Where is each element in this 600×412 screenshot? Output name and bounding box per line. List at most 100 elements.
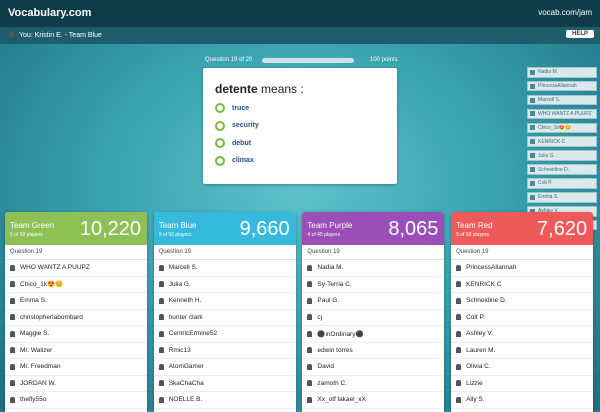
team-member: Ally S. <box>451 392 593 409</box>
player-name: Nadia M. <box>538 69 558 75</box>
answer-option[interactable]: security <box>215 121 259 131</box>
member-icon <box>307 364 312 370</box>
team-member: dj <box>154 409 296 412</box>
team-member: cj <box>302 310 444 327</box>
member-name: Schneidine D. <box>466 297 506 304</box>
answer-text: security <box>232 122 259 129</box>
logo[interactable]: Vocabulary.com <box>8 7 91 19</box>
member-name: Nadia M. <box>317 264 343 271</box>
member-name: zamoth C. <box>317 380 347 387</box>
member-name: christopherlabombard <box>20 314 83 321</box>
member-icon <box>456 364 461 370</box>
team-member: Colt P. <box>451 310 593 327</box>
member-icon <box>10 364 15 370</box>
team-score: 10,220 <box>80 218 141 241</box>
team-score: 9,660 <box>240 218 290 241</box>
team-member: KENRICK C <box>451 277 593 294</box>
sidebar-player: PrincessAllannah <box>527 81 597 92</box>
member-icon <box>307 347 312 353</box>
member-icon <box>10 298 15 304</box>
question: detente means : <box>215 82 304 96</box>
player-name: Marcell S. <box>538 97 560 103</box>
player-name: KENRICK C. <box>538 139 567 145</box>
player-icon <box>530 167 535 172</box>
sidebar-player: WHO WANTZ A PUUPZ <box>527 109 597 120</box>
team-question: Question 19 <box>451 245 593 260</box>
team-name: Team Blue <box>159 221 197 230</box>
member-icon <box>307 397 312 403</box>
team-member: Olivia C. <box>451 359 593 376</box>
team-member: christopherlabombard <box>5 310 147 327</box>
member-name: AtomGamer <box>169 363 204 370</box>
team-member: JORDAN W. <box>5 376 147 393</box>
member-icon <box>159 265 164 271</box>
member-icon <box>307 331 312 337</box>
player-icon <box>530 181 535 186</box>
team-member: Julia G. <box>154 277 296 294</box>
team-member: David <box>302 359 444 376</box>
question-word: detente <box>215 82 258 96</box>
member-name: KENRICK C <box>466 281 501 288</box>
player-icon <box>530 111 535 116</box>
answer-option[interactable]: debut <box>215 138 251 148</box>
member-name: Sy-Terria C. <box>317 281 351 288</box>
answer-text: debut <box>232 140 251 147</box>
member-name: Rmic13 <box>169 347 191 354</box>
member-icon <box>10 380 15 386</box>
member-name: Lizzie <box>466 380 483 387</box>
user-bar: You: Kristin E. - Team Blue HELP <box>0 27 600 44</box>
member-icon <box>159 397 164 403</box>
member-name: Colt P. <box>466 314 485 321</box>
jam-url: vocab.com/jam <box>538 8 592 17</box>
member-name: Mr. Freedman <box>20 363 60 370</box>
player-icon <box>530 84 535 89</box>
answer-text: truce <box>232 105 249 112</box>
user-label: You: Kristin E. - Team Blue <box>9 31 102 39</box>
member-icon <box>456 298 461 304</box>
team-member: Marcell S. <box>154 260 296 277</box>
progress-bar <box>262 58 354 63</box>
member-icon <box>10 397 15 403</box>
help-button[interactable]: HELP <box>566 30 594 38</box>
player-name: Colt P. <box>538 180 552 186</box>
member-icon <box>307 314 312 320</box>
answer-option[interactable]: truce <box>215 103 249 113</box>
team-question: Question 19 <box>154 245 296 260</box>
team-member: thefly55o <box>5 392 147 409</box>
member-icon <box>456 265 461 271</box>
team-score: 7,620 <box>537 218 587 241</box>
member-name: SkaChaCha <box>169 380 204 387</box>
team-players: 4 of 49 players <box>307 232 340 238</box>
member-icon <box>10 314 15 320</box>
member-name: Mr. Walizer <box>20 347 52 354</box>
radio <box>215 121 225 131</box>
answer-option[interactable]: climax <box>215 156 254 166</box>
radio <box>215 156 225 166</box>
team-member: Rmic13 <box>154 343 296 360</box>
team-member: Paul G. <box>302 293 444 310</box>
member-icon <box>456 347 461 353</box>
player-name: Julia G. <box>538 153 555 159</box>
player-name: WHO WANTZ A PUUPZ <box>538 111 592 117</box>
member-icon <box>307 380 312 386</box>
member-name: Xx_otf lakael_xX <box>317 396 365 403</box>
member-name: Paul G. <box>317 297 339 304</box>
member-icon <box>159 298 164 304</box>
team-member: Keiry L. <box>5 409 147 412</box>
team-score: 8,065 <box>388 218 438 241</box>
sidebar-player: Marcell S. <box>527 95 597 106</box>
team-member: Mr. Walizer <box>5 343 147 360</box>
team-member: hunter clark <box>154 310 296 327</box>
player-icon <box>530 195 535 200</box>
member-name: Julia G. <box>169 281 191 288</box>
member-name: WHO WANTZ A PUUPZ <box>20 264 90 271</box>
team-question: Question 19 <box>302 245 444 260</box>
sidebar-player: Colt P. <box>527 178 597 189</box>
sidebar-player: KENRICK C. <box>527 136 597 147</box>
question-card: detente means : truce security debut climax <box>203 68 397 184</box>
user-text: You: Kristin E. - Team Blue <box>19 32 102 39</box>
